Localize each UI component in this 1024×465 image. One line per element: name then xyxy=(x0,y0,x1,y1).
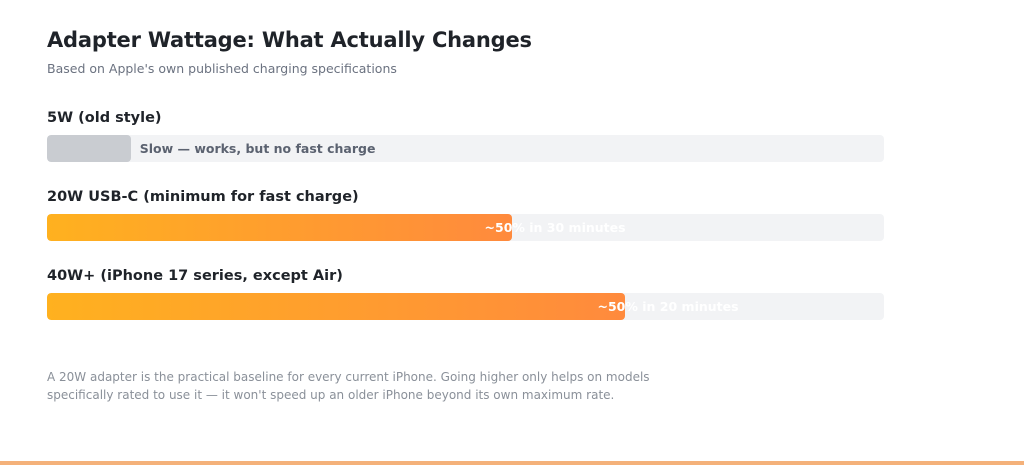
chart-card: Adapter Wattage: What Actually Changes B… xyxy=(47,26,884,345)
bar-value-label: ~50% in 30 minutes xyxy=(484,220,626,235)
bar-list: 5W (old style) Slow — works, but no fast… xyxy=(47,108,884,345)
bar-track: ~50% in 30 minutes xyxy=(47,214,884,241)
bar-row-5w: 5W (old style) Slow — works, but no fast… xyxy=(47,108,884,187)
bar-fill-5w xyxy=(47,135,131,162)
bar-track: Slow — works, but no fast charge xyxy=(47,135,884,162)
bar-fill-20w xyxy=(47,214,512,241)
bar-fill-40w xyxy=(47,293,625,320)
bar-track: ~50% in 20 minutes xyxy=(47,293,884,320)
footnote: A 20W adapter is the practical baseline … xyxy=(47,368,667,404)
footnote-line: A 20W adapter is the practical baseline … xyxy=(47,370,650,384)
bar-row-20w: 20W USB-C (minimum for fast charge) ~50%… xyxy=(47,187,884,266)
bar-value-label: Slow — works, but no fast charge xyxy=(139,141,376,156)
footnote-line: specifically rated to use it — it won't … xyxy=(47,388,615,402)
bottom-divider xyxy=(0,461,1024,465)
bar-category-label: 5W (old style) xyxy=(47,110,162,126)
bar-value-label: ~50% in 20 minutes xyxy=(597,299,739,314)
bar-category-label: 40W+ (iPhone 17 series, except Air) xyxy=(47,268,343,284)
chart-subtitle: Based on Apple's own published charging … xyxy=(47,61,397,76)
chart-title: Adapter Wattage: What Actually Changes xyxy=(47,28,532,52)
bar-category-label: 20W USB-C (minimum for fast charge) xyxy=(47,189,359,205)
bar-row-40w: 40W+ (iPhone 17 series, except Air) ~50%… xyxy=(47,266,884,345)
